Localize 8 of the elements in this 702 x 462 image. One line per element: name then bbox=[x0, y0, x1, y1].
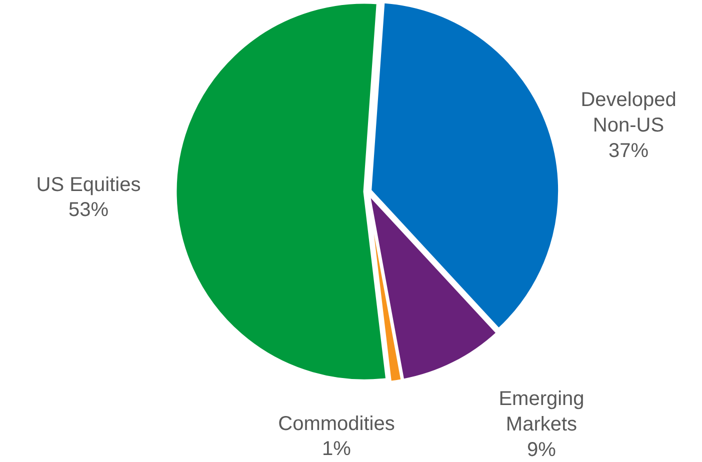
slice-label: US Equities bbox=[36, 174, 141, 196]
slice-label: Emerging Markets bbox=[498, 388, 584, 436]
data-label: 9% bbox=[527, 438, 556, 461]
slice-label: Commodities bbox=[278, 412, 395, 435]
data-label: 53% bbox=[68, 199, 109, 222]
slice-label: Developed Non-US bbox=[580, 89, 676, 136]
data-label: 37% bbox=[608, 140, 649, 162]
data-label: 1% bbox=[322, 438, 352, 460]
